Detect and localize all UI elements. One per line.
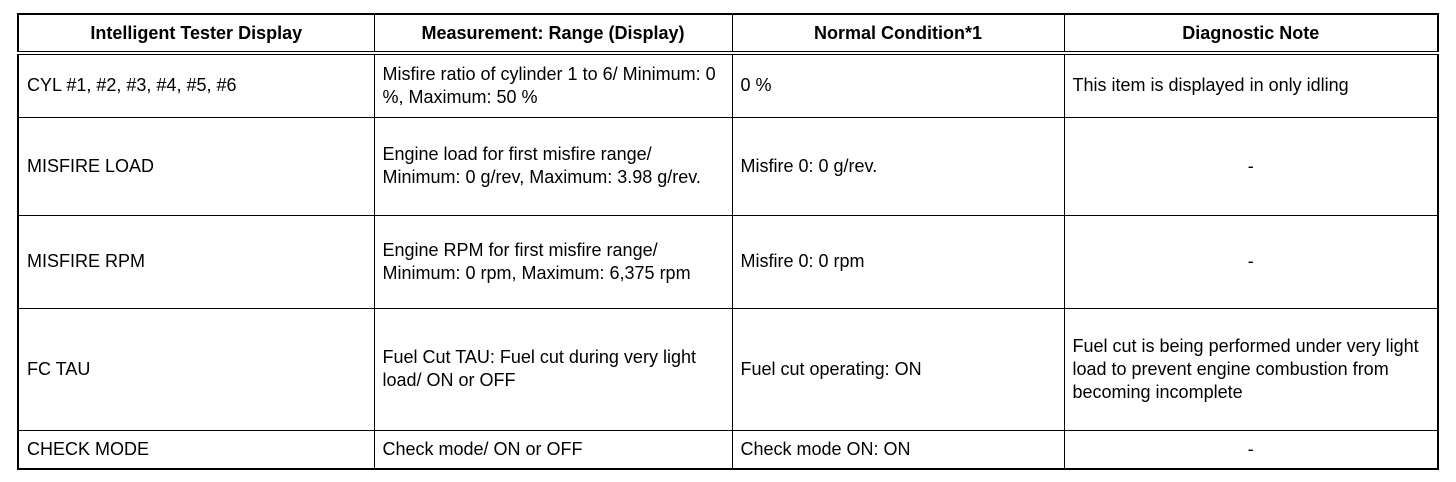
cell-display: CYL #1, #2, #3, #4, #5, #6 (17, 52, 375, 118)
cell-display: MISFIRE RPM (17, 214, 375, 309)
cell-range: Misfire ratio of cylinder 1 to 6/ Minimu… (373, 52, 733, 118)
table-row: FC TAU Fuel Cut TAU: Fuel cut during ver… (17, 307, 1439, 431)
cell-normal: Fuel cut operating: ON (731, 307, 1065, 431)
cell-note: - (1063, 116, 1439, 216)
header-row: Intelligent Tester Display Measurement: … (17, 13, 1439, 55)
table-row: MISFIRE LOAD Engine load for first misfi… (17, 116, 1439, 216)
cell-note: This item is displayed in only idling (1063, 52, 1439, 118)
header-normal-condition: Normal Condition*1 (731, 13, 1065, 55)
cell-normal: Misfire 0: 0 g/rev. (731, 116, 1065, 216)
cell-normal: 0 % (731, 52, 1065, 118)
cell-display: CHECK MODE (17, 429, 375, 470)
cell-normal: Check mode ON: ON (731, 429, 1065, 470)
cell-display: MISFIRE LOAD (17, 116, 375, 216)
cell-range: Fuel Cut TAU: Fuel cut during very light… (373, 307, 733, 431)
table-row: CYL #1, #2, #3, #4, #5, #6 Misfire ratio… (17, 52, 1439, 118)
header-measurement-range: Measurement: Range (Display) (373, 13, 733, 55)
data-list-table: Intelligent Tester Display Measurement: … (17, 13, 1439, 470)
cell-note: Fuel cut is being performed under very l… (1063, 307, 1439, 431)
table-row: MISFIRE RPM Engine RPM for first misfire… (17, 214, 1439, 309)
header-tester-display: Intelligent Tester Display (17, 13, 375, 55)
cell-note: - (1063, 214, 1439, 309)
cell-note: - (1063, 429, 1439, 470)
cell-range: Check mode/ ON or OFF (373, 429, 733, 470)
table-row: CHECK MODE Check mode/ ON or OFF Check m… (17, 429, 1439, 470)
cell-display: FC TAU (17, 307, 375, 431)
cell-range: Engine load for first misfire range/ Min… (373, 116, 733, 216)
cell-range: Engine RPM for first misfire range/ Mini… (373, 214, 733, 309)
header-diagnostic-note: Diagnostic Note (1063, 13, 1439, 55)
cell-normal: Misfire 0: 0 rpm (731, 214, 1065, 309)
